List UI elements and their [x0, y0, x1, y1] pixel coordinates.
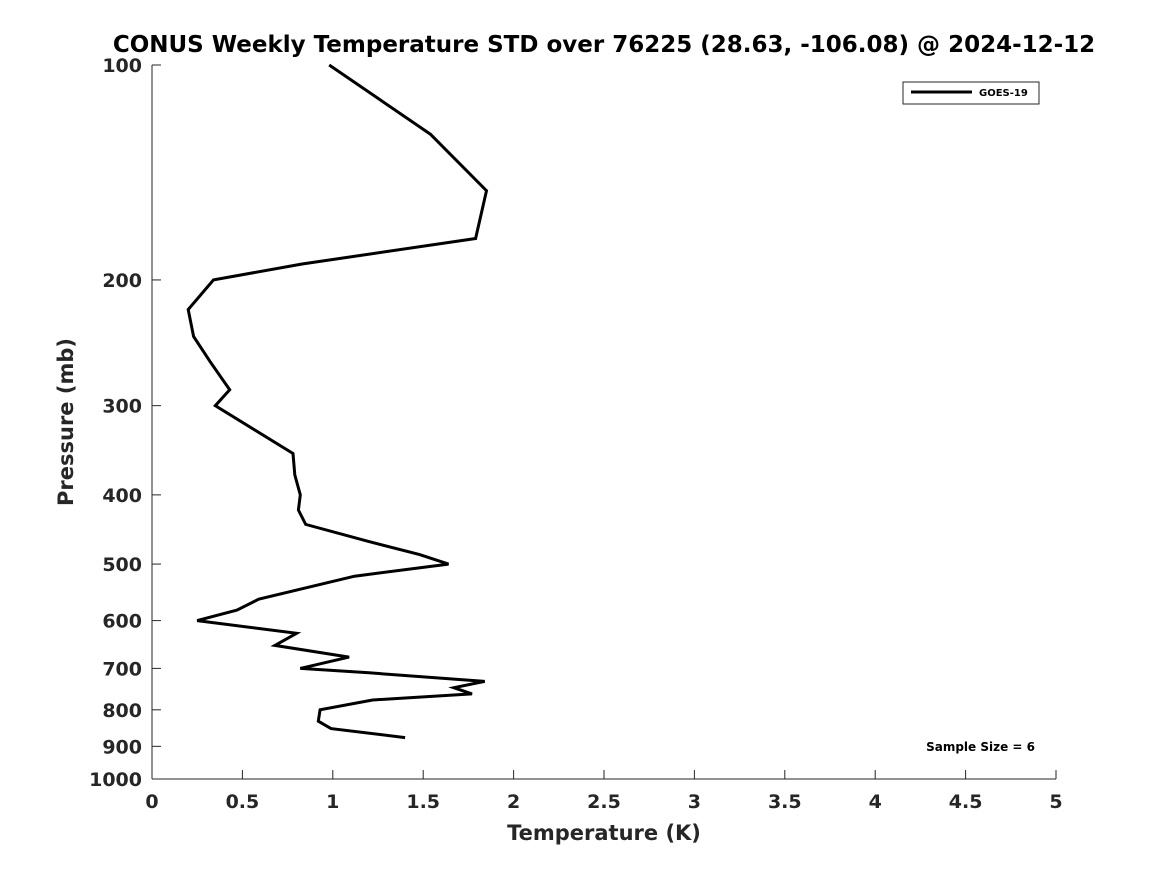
legend-entry-label: GOES-19: [979, 88, 1028, 99]
y-axis-label: Pressure (mb): [54, 338, 78, 506]
y-tick-label: 700: [102, 658, 142, 680]
chart-title: CONUS Weekly Temperature STD over 76225 …: [113, 32, 1095, 58]
series-layer: [186, 63, 489, 740]
x-tick-label: 0: [145, 791, 158, 813]
y-tick-label: 200: [102, 270, 142, 292]
y-tick-label: 500: [102, 554, 142, 576]
legend: GOES-19: [902, 81, 1040, 105]
x-tick-label: 2: [507, 791, 520, 813]
y-tick-label: 800: [102, 700, 142, 722]
x-tick-label: 4.5: [949, 791, 983, 813]
x-tick-label: 5: [1049, 791, 1062, 813]
y-tick-label: 900: [102, 736, 142, 758]
y-ticks: 100 200 300 400 500 600 700 800 900 1000: [89, 55, 161, 791]
x-tick-label: 2.5: [587, 791, 621, 813]
x-tick-label: 3.5: [768, 791, 802, 813]
x-tick-label: 4: [869, 791, 882, 813]
x-tick-label: 0.5: [226, 791, 260, 813]
y-tick-label: 600: [102, 611, 142, 633]
series-line: [186, 63, 489, 740]
x-ticks: 0 0.5 1 1.5 2 2.5 3 3.5 4 4.5 5: [145, 770, 1063, 813]
sample-size-annotation: Sample Size = 6: [926, 740, 1035, 754]
x-tick-label: 1.5: [406, 791, 440, 813]
x-tick-label: 1: [326, 791, 339, 813]
x-axis-label: Temperature (K): [507, 821, 701, 845]
x-tick-label: 3: [688, 791, 701, 813]
y-tick-label: 100: [102, 55, 142, 77]
y-tick-label: 1000: [89, 769, 142, 791]
y-tick-label: 300: [102, 396, 142, 418]
y-tick-label: 400: [102, 485, 142, 507]
plot-area: 0 0.5 1 1.5 2 2.5 3 3.5 4 4.5 5 100 200 300 400 500 600…: [89, 55, 1063, 813]
